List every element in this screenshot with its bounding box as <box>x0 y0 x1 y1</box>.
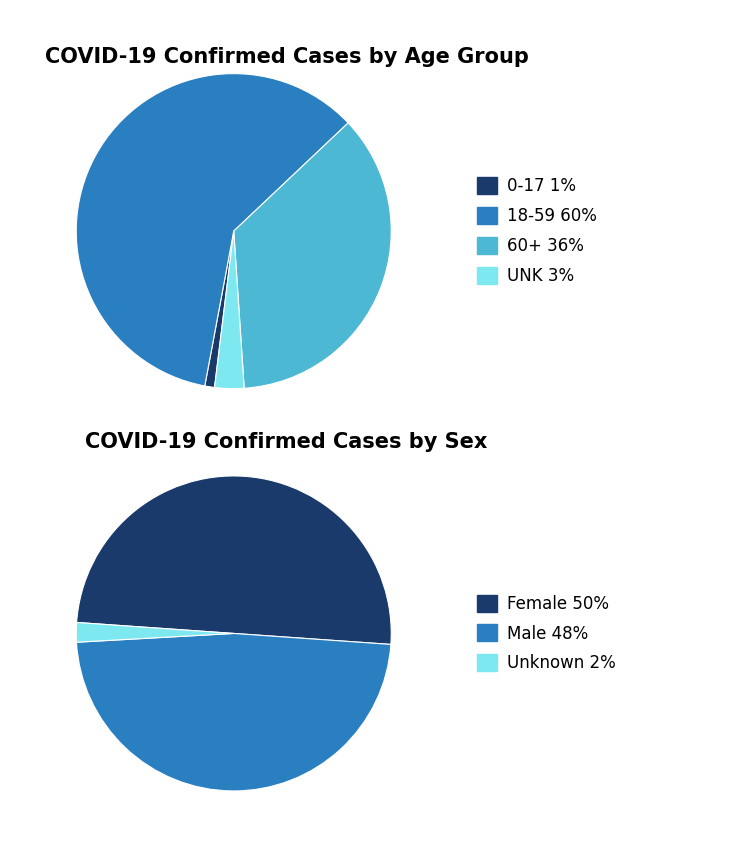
Wedge shape <box>76 74 348 386</box>
Wedge shape <box>77 476 391 645</box>
Text: COVID-19 Confirmed Cases by Age Group: COVID-19 Confirmed Cases by Age Group <box>44 47 529 67</box>
Text: COVID-19 Confirmed Cases by Sex: COVID-19 Confirmed Cases by Sex <box>85 432 488 452</box>
Legend: Female 50%, Male 48%, Unknown 2%: Female 50%, Male 48%, Unknown 2% <box>470 588 623 679</box>
Wedge shape <box>215 231 244 389</box>
Legend: 0-17 1%, 18-59 60%, 60+ 36%, UNK 3%: 0-17 1%, 18-59 60%, 60+ 36%, UNK 3% <box>470 170 604 292</box>
Wedge shape <box>234 123 391 389</box>
Wedge shape <box>205 231 234 388</box>
Wedge shape <box>76 622 234 642</box>
Wedge shape <box>76 633 391 791</box>
